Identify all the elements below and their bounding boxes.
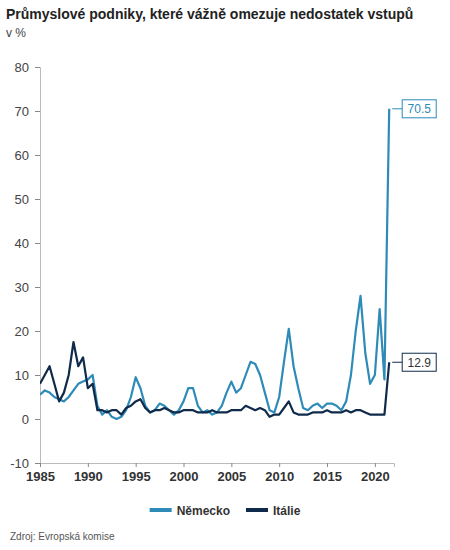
y-tick-mark — [35, 67, 40, 68]
y-tick-mark — [35, 155, 40, 156]
x-tick-label: 2005 — [217, 469, 246, 484]
y-tick: 0 — [22, 412, 40, 427]
end-label: 12.9 — [408, 356, 432, 370]
legend-swatch — [246, 508, 268, 512]
plot-lines — [40, 109, 389, 419]
legend-item: Německo — [150, 504, 230, 518]
chart-container: Průmyslové podniky, které vážně omezuje … — [0, 0, 450, 550]
x-tick-label: 2010 — [265, 469, 294, 484]
legend-item: Itálie — [246, 504, 301, 518]
x-tick: 1990 — [74, 463, 103, 484]
x-tick-mark — [231, 463, 232, 467]
end-label-box — [402, 100, 436, 118]
series-line — [40, 342, 389, 417]
series-line — [40, 109, 389, 419]
legend: Německo Itálie — [150, 504, 301, 518]
y-tick: 30 — [15, 280, 40, 295]
y-tick-mark — [35, 419, 40, 420]
x-tick-label: 2020 — [361, 469, 390, 484]
title: Průmyslové podniky, které vážně omezuje … — [6, 6, 413, 22]
x-tick-label: 1985 — [26, 469, 55, 484]
x-tick-label: 2015 — [313, 469, 342, 484]
x-tick-mark — [375, 463, 376, 467]
legend-swatch — [150, 508, 172, 512]
x-tick-mark — [279, 463, 280, 467]
x-tick: 1995 — [122, 463, 151, 484]
y-tick-mark — [35, 287, 40, 288]
x-tick: 2000 — [170, 463, 199, 484]
x-tick-mark — [327, 463, 328, 467]
x-tick-mark — [88, 463, 89, 467]
y-tick: 60 — [15, 148, 40, 163]
x-tick-label: 1990 — [74, 469, 103, 484]
y-axis-line — [35, 68, 41, 464]
x-tick: 2020 — [361, 463, 390, 484]
x-tick-mark — [136, 463, 137, 467]
y-tick-mark — [35, 463, 40, 464]
end-labels: 70.5 12.9 — [392, 100, 436, 371]
end-label-connector — [392, 108, 402, 109]
y-tick-label: 70 — [15, 104, 29, 119]
y-tick-label: 10 — [15, 368, 29, 383]
y-tick: 70 — [15, 104, 40, 119]
y-tick-label: 60 — [15, 148, 29, 163]
y-tick: 80 — [15, 60, 40, 75]
x-tick: 2010 — [265, 463, 294, 484]
source: Zdroj: Evropská komise — [10, 531, 115, 542]
y-tick-label: 0 — [22, 412, 29, 427]
x-tick-label: 2000 — [170, 469, 199, 484]
y-tick-mark — [35, 111, 40, 112]
end-label-connector — [392, 362, 402, 363]
end-label: 70.5 — [408, 102, 432, 116]
subtitle: v % — [6, 26, 26, 40]
x-tick: 2015 — [313, 463, 342, 484]
x-tick: 1985 — [26, 463, 55, 484]
x-tick-mark — [184, 463, 185, 467]
y-tick-mark — [35, 331, 40, 332]
end-label-box — [402, 353, 436, 371]
y-tick-label: 50 — [15, 192, 29, 207]
y-tick: 20 — [15, 324, 40, 339]
x-axis: 1985 1990 1995 2000 2005 2010 2015 2020 — [26, 463, 394, 484]
y-tick-mark — [35, 375, 40, 376]
x-axis-line — [41, 464, 395, 468]
y-tick: 10 — [15, 368, 40, 383]
x-tick-mark — [40, 463, 41, 467]
legend-label: Německo — [177, 504, 230, 518]
y-tick-label: 20 — [15, 324, 29, 339]
y-tick-mark — [35, 199, 40, 200]
legend-label: Itálie — [273, 504, 301, 518]
y-tick-label: 30 — [15, 280, 29, 295]
x-tick: 2005 — [217, 463, 246, 484]
y-tick-mark — [35, 243, 40, 244]
y-tick-label: 40 — [15, 236, 29, 251]
y-tick: 40 — [15, 236, 40, 251]
y-tick: 50 — [15, 192, 40, 207]
y-tick-label: 80 — [15, 60, 29, 75]
x-tick-label: 1995 — [122, 469, 151, 484]
chart-svg: Průmyslové podniky, které vážně omezuje … — [0, 0, 450, 550]
y-axis: -1001020304050607080 — [10, 60, 40, 471]
